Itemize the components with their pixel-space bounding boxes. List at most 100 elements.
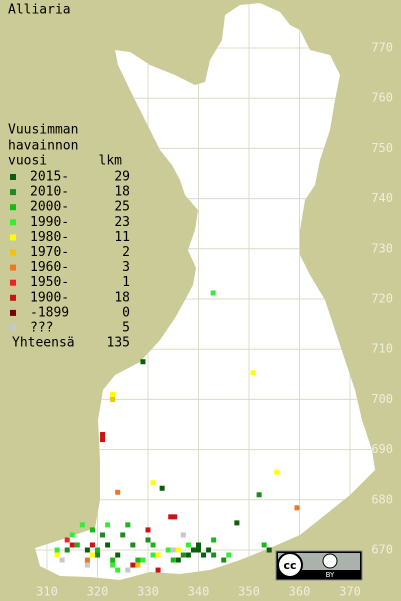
occurrence (130, 542, 136, 548)
occurrence (89, 527, 95, 533)
legend-swatch (10, 204, 16, 211)
occurrence (100, 532, 106, 538)
country-shape (35, 3, 375, 580)
legend-count: 29 (114, 170, 130, 185)
occurrence (155, 552, 161, 558)
occurrence (145, 527, 151, 533)
legend-heading: havainnon (8, 139, 78, 154)
occurrence (95, 552, 100, 558)
x-tick-label: 350 (238, 585, 260, 599)
cc-circle (277, 552, 303, 578)
occurrence (100, 437, 106, 443)
occurrence (170, 547, 176, 553)
legend-count: 5 (122, 321, 130, 336)
occurrence (105, 522, 111, 528)
occurrence (175, 547, 181, 553)
occurrence (206, 547, 212, 553)
occurrence (69, 542, 75, 548)
occurrence (180, 552, 186, 558)
occurrence (221, 557, 227, 563)
legend-count: 0 (122, 305, 130, 320)
legend-swatch (10, 264, 16, 271)
occurrence (196, 542, 201, 548)
x-tick-label: 320 (87, 585, 109, 599)
occurrence (135, 562, 141, 568)
occurrence (100, 432, 106, 438)
occurrence (64, 547, 70, 553)
occurrence (150, 552, 156, 558)
occurrence (226, 552, 232, 558)
occurrence (274, 469, 280, 475)
legend-swatch (10, 249, 16, 256)
legend-swatch (10, 174, 16, 180)
occurrence (135, 557, 141, 563)
occurrence (168, 514, 174, 520)
occurrence (84, 557, 90, 563)
occurrence (190, 547, 196, 553)
occurrence (125, 522, 131, 528)
y-tick-label: 750 (371, 141, 393, 155)
occurrence (115, 567, 121, 573)
legend-swatch (10, 234, 16, 241)
legend-label: 1960- (30, 260, 69, 275)
y-tick-label: 770 (371, 41, 393, 55)
occurrence (89, 542, 95, 548)
occurrence (130, 562, 136, 568)
occurrence (150, 542, 156, 548)
legend-swatch (10, 294, 16, 301)
legend-swatch (10, 189, 16, 196)
occurrence (59, 557, 65, 563)
license-badge: cc BY (275, 550, 363, 581)
occurrence (125, 567, 131, 573)
occurrence (95, 547, 100, 553)
legend-count: 18 (114, 290, 130, 305)
y-tick-label: 690 (371, 442, 393, 456)
occurrence (115, 489, 121, 495)
occurrence (120, 532, 126, 538)
occurrence (180, 532, 186, 538)
occurrence (74, 542, 80, 548)
occurrence (165, 547, 171, 553)
legend-count: 25 (114, 200, 130, 215)
occurrence (54, 552, 60, 558)
legend-label: -1899 (30, 305, 69, 320)
occurrence (140, 359, 146, 365)
occurrence (211, 537, 217, 543)
x-tick-label: 310 (36, 585, 58, 599)
legend-heading: vuosi (8, 154, 47, 169)
x-tick-label: 370 (339, 585, 361, 599)
legend-label: 1900- (30, 290, 69, 305)
occurrence (175, 557, 181, 563)
x-tick-label: 330 (137, 585, 159, 599)
occurrence (110, 391, 116, 397)
occurrence (211, 552, 217, 558)
legend-label: 1970- (30, 245, 69, 260)
occurrence (201, 552, 207, 558)
occurrence (69, 532, 75, 538)
occurrence (115, 552, 121, 558)
y-tick-label: 730 (371, 241, 393, 255)
occurrence (256, 492, 262, 498)
legend-label: 2000- (30, 200, 69, 215)
legend-count: 1 (122, 275, 130, 290)
occurrence (140, 557, 146, 563)
occurrence (110, 557, 116, 563)
y-tick-label: 680 (371, 492, 393, 506)
y-tick-label: 670 (371, 543, 393, 557)
occurrence (105, 542, 111, 548)
legend-label: 1980- (30, 230, 69, 245)
legend-label: 2010- (30, 185, 69, 200)
total-count: 135 (107, 336, 130, 351)
legend-count-heading: lkm (99, 154, 123, 169)
y-tick-label: 760 (371, 91, 393, 105)
legend-label: 1990- (30, 215, 69, 230)
legend-label: ??? (30, 321, 53, 336)
legend-label: 1950- (30, 275, 69, 290)
legend-label: 2015- (30, 170, 69, 185)
legend-heading: Vuusimman (8, 123, 78, 138)
occurrence (150, 480, 156, 486)
occurrence (155, 567, 161, 573)
y-tick-label: 700 (371, 392, 393, 406)
occurrence (159, 485, 165, 491)
total-label: Yhteensä (12, 336, 75, 351)
